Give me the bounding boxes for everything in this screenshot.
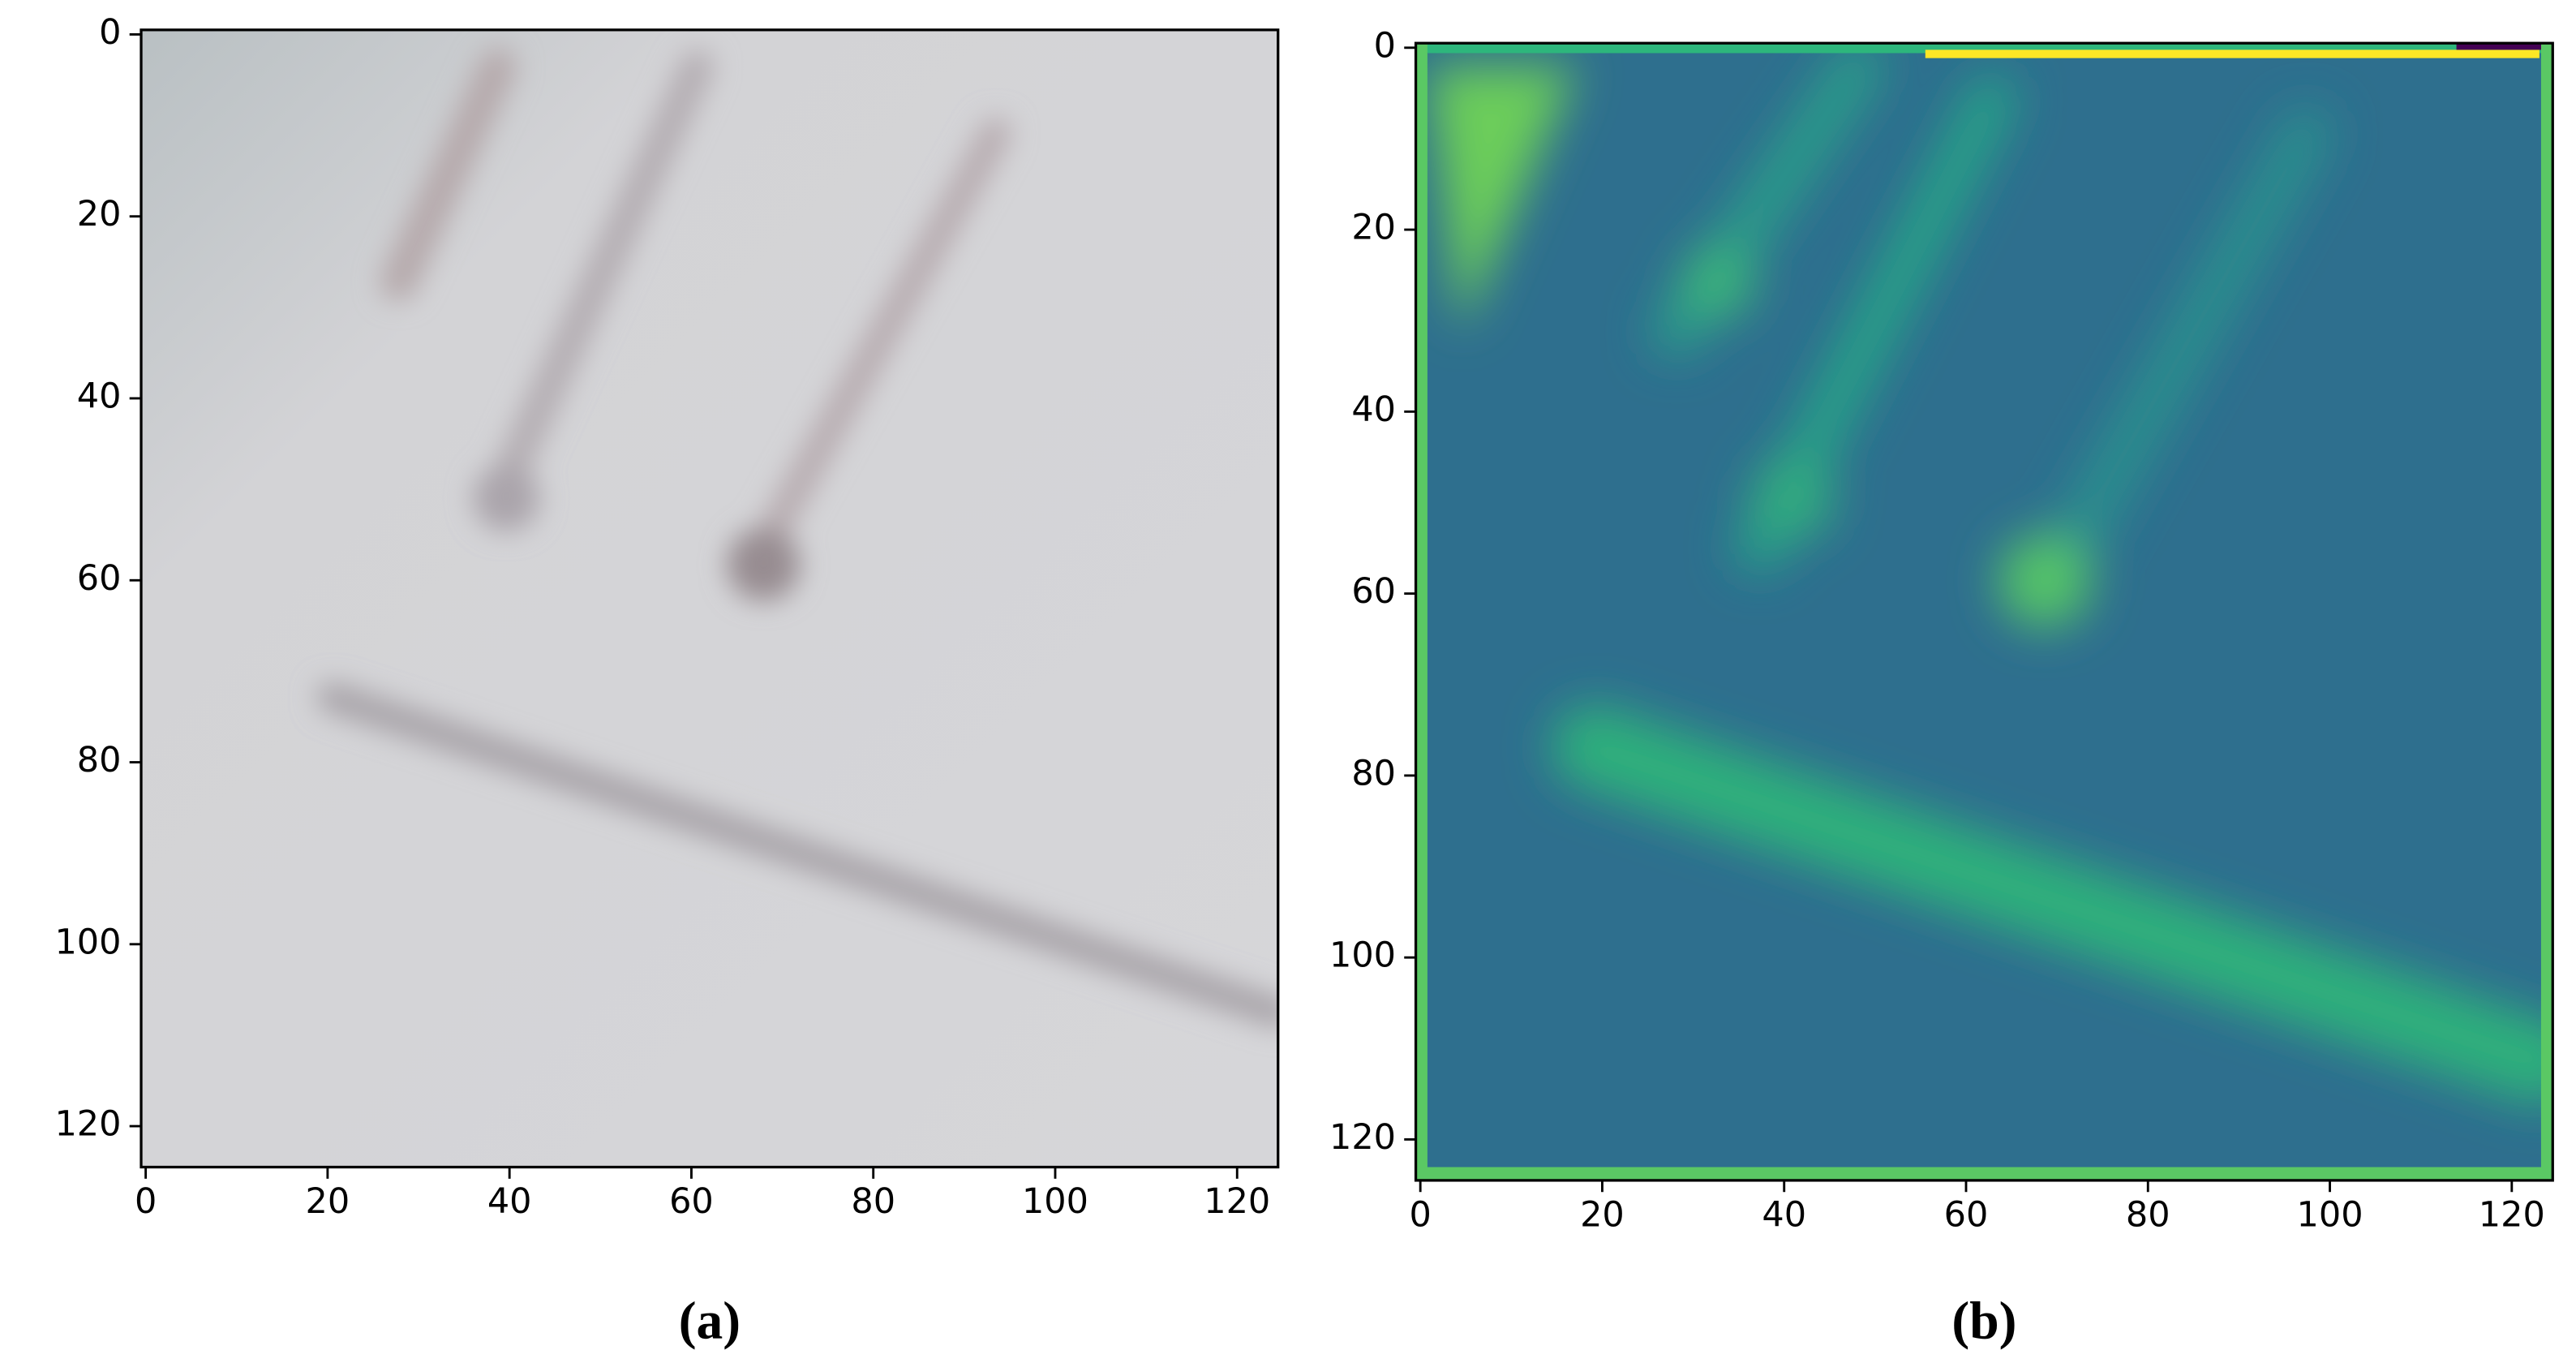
axes-frame: [140, 28, 1280, 1169]
x-tick-label: 80: [851, 1181, 895, 1222]
caption: (b): [1951, 1292, 2016, 1350]
x-tick-label: 0: [1409, 1194, 1431, 1235]
y-tick-label: 100: [54, 922, 121, 962]
x-tick-label: 100: [1022, 1181, 1088, 1222]
x-tick-label: 100: [2297, 1194, 2363, 1235]
x-tick-label: 0: [135, 1181, 157, 1222]
y-tick-label: 80: [1351, 753, 1396, 793]
y-tick-label: 40: [77, 376, 122, 416]
y-tick-label: 100: [1329, 935, 1396, 976]
axes-frame: [1414, 41, 2554, 1182]
x-tick-label: 20: [306, 1181, 350, 1222]
x-tick-label: 120: [2479, 1194, 2545, 1235]
y-tick-label: 20: [77, 194, 122, 234]
y-tick-label: 0: [99, 12, 121, 53]
y-tick-label: 40: [1351, 389, 1396, 430]
image-b: [1415, 43, 2553, 1180]
x-tick-label: 60: [669, 1181, 714, 1222]
y-tick-label: 0: [1374, 25, 1396, 66]
y-tick-label: 80: [77, 740, 122, 780]
y-tick-label: 120: [1329, 1117, 1396, 1158]
y-tick-label: 120: [54, 1104, 121, 1145]
caption: (a): [679, 1292, 741, 1350]
y-tick-label: 60: [77, 558, 122, 599]
x-tick-label: 20: [1580, 1194, 1625, 1235]
x-tick-label: 40: [1762, 1194, 1806, 1235]
y-tick-label: 20: [1351, 208, 1396, 248]
x-tick-label: 120: [1204, 1181, 1270, 1222]
x-tick-label: 40: [487, 1181, 532, 1222]
image-a: [141, 29, 1278, 1167]
y-tick-label: 60: [1351, 571, 1396, 612]
x-tick-label: 60: [1944, 1194, 1989, 1235]
x-tick-label: 80: [2126, 1194, 2170, 1235]
